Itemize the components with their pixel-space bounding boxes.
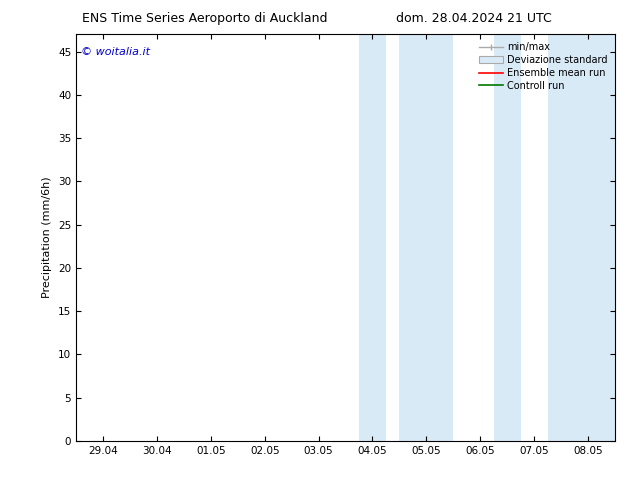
Text: dom. 28.04.2024 21 UTC: dom. 28.04.2024 21 UTC	[396, 12, 552, 25]
Text: ENS Time Series Aeroporto di Auckland: ENS Time Series Aeroporto di Auckland	[82, 12, 328, 25]
Bar	[548, 34, 615, 441]
Bar	[359, 34, 386, 441]
Bar	[494, 34, 521, 441]
Text: © woitalia.it: © woitalia.it	[81, 47, 150, 56]
Bar	[399, 34, 453, 441]
Y-axis label: Precipitation (mm/6h): Precipitation (mm/6h)	[42, 177, 53, 298]
Legend: min/max, Deviazione standard, Ensemble mean run, Controll run: min/max, Deviazione standard, Ensemble m…	[476, 39, 610, 94]
